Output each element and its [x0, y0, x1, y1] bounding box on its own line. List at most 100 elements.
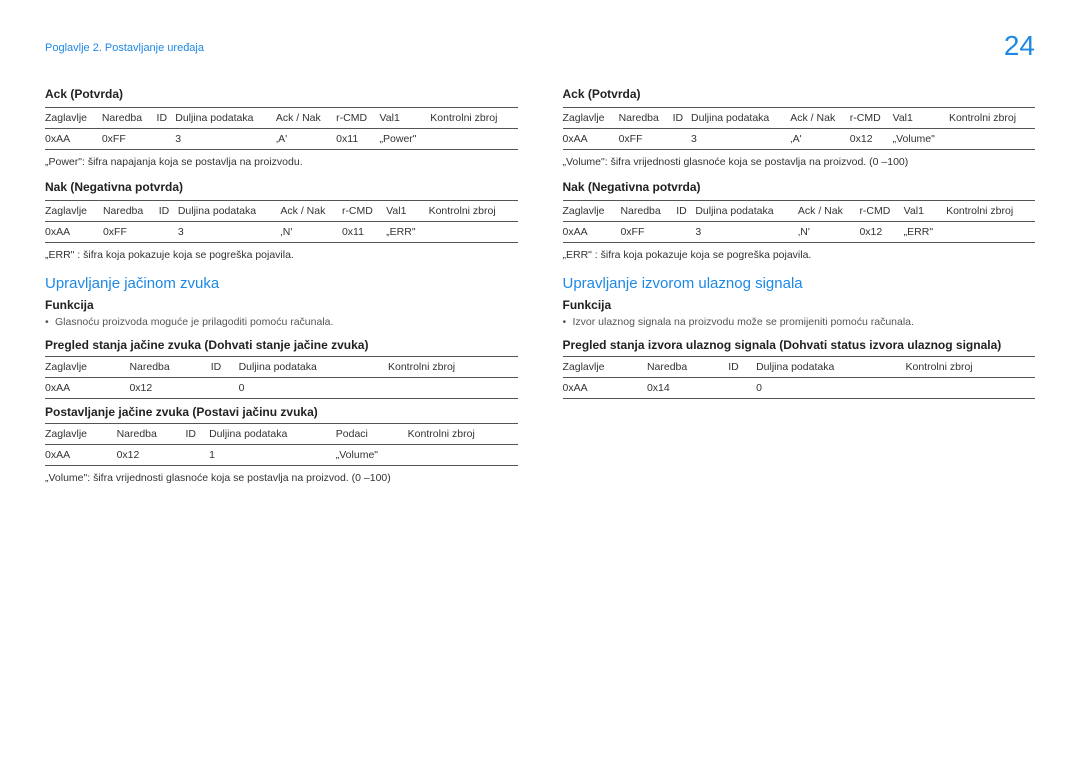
page-number: 24	[1004, 30, 1035, 62]
td: 0x12	[129, 378, 210, 399]
td: „Volume"	[893, 129, 949, 150]
td: 0xAA	[45, 445, 117, 466]
td: 0x12	[859, 222, 903, 243]
ack-title-right: Ack (Potvrda)	[563, 87, 1036, 101]
td: ‚N'	[798, 222, 860, 243]
function-label: Funkcija	[45, 298, 518, 312]
set-volume-title: Postavljanje jačine zvuka (Postavi jačin…	[45, 405, 518, 419]
td: 0xAA	[563, 129, 619, 150]
breadcrumb: Poglavlje 2. Postavljanje uređaja	[45, 30, 204, 54]
td: ‚A'	[790, 129, 850, 150]
right-column: Ack (Potvrda) Zaglavlje Naredba ID Dulji…	[563, 87, 1036, 496]
td: 1	[209, 445, 336, 466]
td: 3	[175, 129, 276, 150]
td: 0	[756, 378, 905, 399]
td	[186, 445, 210, 466]
th: Ack / Nak	[790, 108, 850, 129]
get-volume-title: Pregled stanja jačine zvuka (Dohvati sta…	[45, 338, 518, 352]
th: r-CMD	[342, 201, 386, 222]
get-input-title: Pregled stanja izvora ulaznog signala (D…	[563, 338, 1036, 352]
nak-table-right: Zaglavlje Naredba ID Duljina podataka Ac…	[563, 200, 1036, 243]
th: Val1	[386, 201, 428, 222]
td: 3	[691, 129, 790, 150]
th: Naredba	[619, 108, 673, 129]
td: 0x12	[850, 129, 893, 150]
function-bullets-right: Izvor ulaznog signala na proizvodu može …	[563, 316, 1036, 328]
bullet: Glasnoću proizvoda moguće je prilagoditi…	[45, 316, 518, 328]
td	[946, 222, 1035, 243]
nak-title: Nak (Negativna potvrda)	[45, 180, 518, 194]
th: Kontrolni zbroj	[388, 357, 518, 378]
td	[673, 129, 691, 150]
td	[408, 445, 518, 466]
th: Kontrolni zbroj	[430, 108, 517, 129]
th: Zaglavlje	[563, 357, 647, 378]
td	[157, 129, 176, 150]
input-source-heading: Upravljanje izvorom ulaznog signala	[563, 275, 1036, 292]
nak-note: „ERR" : šifra koja pokazuje koja se pogr…	[45, 249, 518, 261]
content-columns: Ack (Potvrda) Zaglavlje Naredba ID Dulji…	[45, 87, 1035, 496]
th: r-CMD	[859, 201, 903, 222]
ack-note-right: „Volume": šifra vrijednosti glasnoće koj…	[563, 156, 1036, 168]
td	[949, 129, 1035, 150]
th: Naredba	[129, 357, 210, 378]
th: Kontrolni zbroj	[429, 201, 518, 222]
th: Val1	[904, 201, 946, 222]
td: „ERR"	[386, 222, 428, 243]
td: 0xAA	[45, 222, 103, 243]
set-volume-note: „Volume": šifra vrijednosti glasnoće koj…	[45, 472, 518, 484]
th: Naredba	[647, 357, 728, 378]
ack-table-left: Zaglavlje Naredba ID Duljina podataka Ac…	[45, 107, 518, 150]
nak-table-left: Zaglavlje Naredba ID Duljina podataka Ac…	[45, 200, 518, 243]
td: ‚A'	[276, 129, 336, 150]
td: „Volume"	[336, 445, 408, 466]
td: 0xFF	[102, 129, 157, 150]
th: Ack / Nak	[280, 201, 342, 222]
td	[728, 378, 756, 399]
th: Naredba	[102, 108, 157, 129]
th: Ack / Nak	[798, 201, 860, 222]
td: 0x14	[647, 378, 728, 399]
td	[211, 378, 239, 399]
th: Kontrolni zbroj	[906, 357, 1036, 378]
th: ID	[728, 357, 756, 378]
th: ID	[676, 201, 695, 222]
th: Naredba	[103, 201, 159, 222]
th: Naredba	[117, 424, 186, 445]
td: 0xFF	[620, 222, 676, 243]
td	[429, 222, 518, 243]
td: 3	[695, 222, 798, 243]
td: „ERR"	[904, 222, 946, 243]
th: Duljina podataka	[756, 357, 905, 378]
th: Duljina podataka	[175, 108, 276, 129]
volume-control-heading: Upravljanje jačinom zvuka	[45, 275, 518, 292]
th: Duljina podataka	[178, 201, 281, 222]
set-volume-table: Zaglavlje Naredba ID Duljina podataka Po…	[45, 423, 518, 466]
td: 0	[239, 378, 388, 399]
nak-note-right: „ERR" : šifra koja pokazuje koja se pogr…	[563, 249, 1036, 261]
td: „Power"	[380, 129, 431, 150]
th: r-CMD	[850, 108, 893, 129]
th: Duljina podataka	[695, 201, 798, 222]
td: 0xAA	[45, 129, 102, 150]
nak-title-right: Nak (Negativna potvrda)	[563, 180, 1036, 194]
th: ID	[186, 424, 210, 445]
td: 3	[178, 222, 281, 243]
td: 0xFF	[103, 222, 159, 243]
th: Zaglavlje	[45, 424, 117, 445]
get-input-table: Zaglavlje Naredba ID Duljina podataka Ko…	[563, 356, 1036, 399]
td: 0xFF	[619, 129, 673, 150]
th: ID	[157, 108, 176, 129]
bullet: Izvor ulaznog signala na proizvodu može …	[563, 316, 1036, 328]
th: Kontrolni zbroj	[408, 424, 518, 445]
th: Val1	[893, 108, 949, 129]
td	[676, 222, 695, 243]
td	[388, 378, 518, 399]
th: Val1	[380, 108, 431, 129]
function-bullets: Glasnoću proizvoda moguće je prilagoditi…	[45, 316, 518, 328]
th: ID	[211, 357, 239, 378]
left-column: Ack (Potvrda) Zaglavlje Naredba ID Dulji…	[45, 87, 518, 496]
function-label-right: Funkcija	[563, 298, 1036, 312]
th: Duljina podataka	[691, 108, 790, 129]
td: 0x11	[336, 129, 379, 150]
